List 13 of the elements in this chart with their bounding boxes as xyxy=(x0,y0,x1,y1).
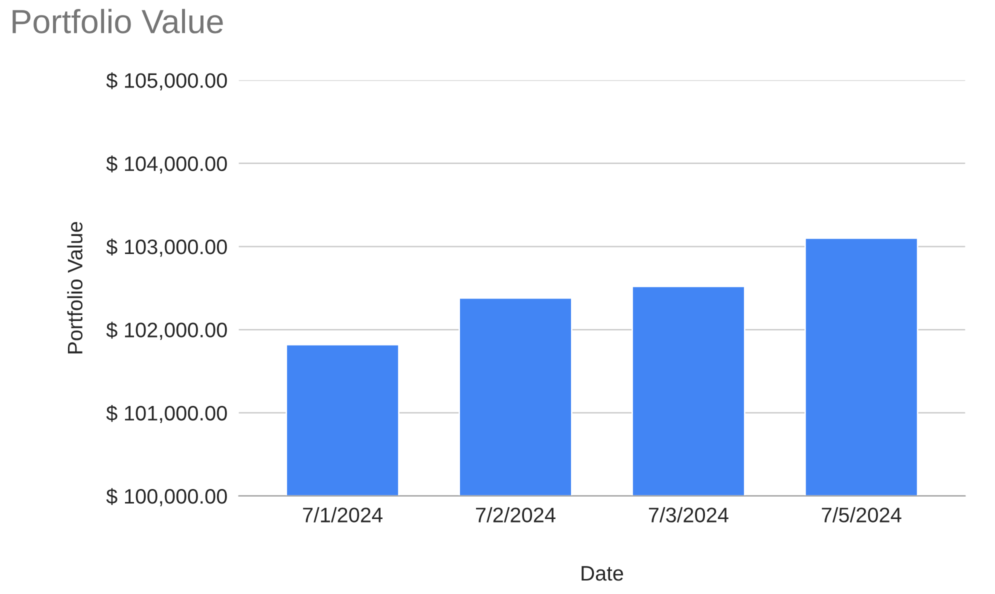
x-tick-label: 7/2/2024 xyxy=(476,507,556,522)
y-tick-label: $ 103,000.00 xyxy=(106,238,227,257)
y-tick-label: $ 105,000.00 xyxy=(106,72,227,90)
y-tick-label: $ 101,000.00 xyxy=(106,404,227,424)
chart-title: Portfolio Value xyxy=(12,8,223,34)
y-axis-title: Portfolio Value xyxy=(67,222,82,354)
x-tick-label: 7/1/2024 xyxy=(303,507,383,522)
y-tick-label: $ 102,000.00 xyxy=(106,322,227,340)
x-axis-title: Date xyxy=(582,566,624,581)
y-tick-label: $ 104,000.00 xyxy=(106,155,227,174)
y-tick-label: $ 100,000.00 xyxy=(106,488,227,506)
x-tick-label: 7/5/2024 xyxy=(822,507,902,522)
x-tick-label: 7/3/2024 xyxy=(648,507,728,522)
